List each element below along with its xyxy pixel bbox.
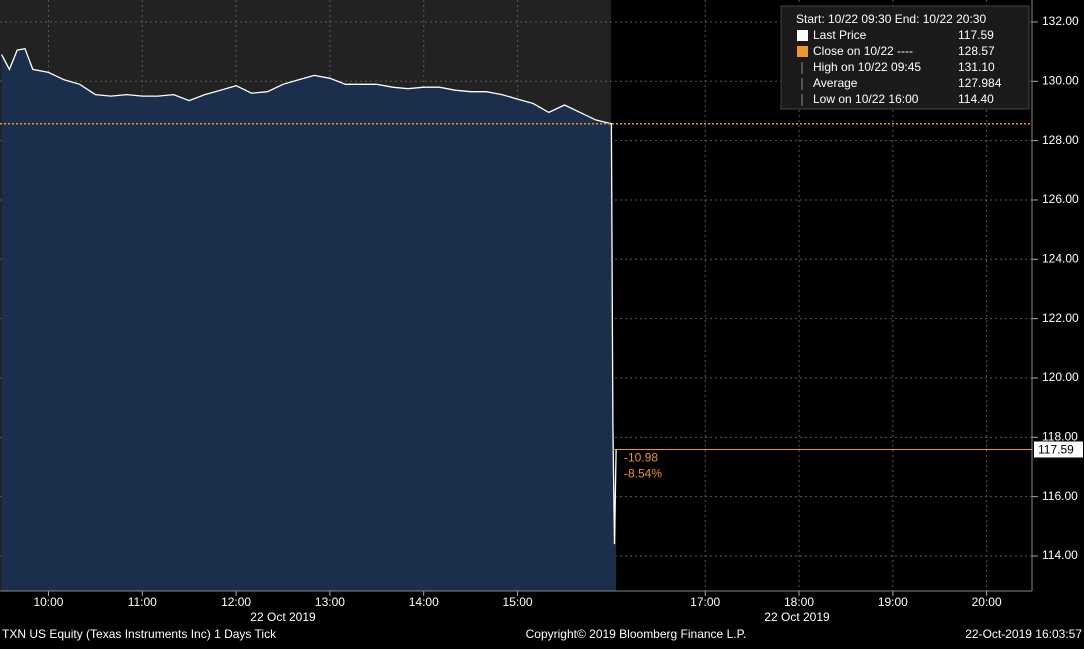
x-tick-label: 11:00 (128, 595, 157, 609)
x-date-label: 22 Oct 2019 (250, 610, 316, 624)
legend-value: 117.59 (958, 28, 994, 42)
legend-header: Start: 10/22 09:30 End: 10/22 20:30 (796, 12, 986, 26)
y-tick-label: 128.00 (1042, 133, 1079, 147)
x-tick-label: 18:00 (784, 595, 814, 609)
x-tick-label: 19:00 (878, 595, 908, 609)
footer-left: TXN US Equity (Texas Instruments Inc) 1 … (2, 627, 277, 641)
y-tick-label: 118.00 (1042, 429, 1078, 443)
price-area (1, 48, 617, 591)
footer-center: Copyright© 2019 Bloomberg Finance L.P. (526, 627, 747, 641)
last-price-box (1034, 441, 1083, 458)
x-tick-label: 20:00 (972, 595, 1002, 609)
x-tick-label: 13:00 (315, 595, 345, 609)
legend-swatch (797, 46, 808, 57)
y-tick-label: 116.00 (1042, 489, 1078, 503)
x-tick-label: 17:00 (690, 595, 720, 609)
legend-label: Low on 10/22 16:00 (813, 92, 919, 106)
legend-box (780, 5, 1030, 110)
footer-right: 22-Oct-2019 16:03:57 (965, 627, 1082, 641)
last-price-label: 117.59 (1038, 443, 1074, 457)
legend-value: 131.10 (958, 60, 995, 74)
x-tick-label: 10:00 (33, 595, 63, 609)
y-tick-label: 122.00 (1042, 311, 1079, 325)
legend-value: 114.40 (958, 92, 994, 106)
change-annotation: -10.98 (624, 451, 658, 465)
marks-layer (1, 47, 617, 591)
legend-value: 127.984 (958, 76, 1002, 90)
legend-value: 128.57 (958, 44, 995, 58)
legend-label: Last Price (813, 28, 867, 42)
legend-label: High on 10/22 09:45 (813, 60, 921, 74)
y-tick-label: 124.00 (1042, 251, 1079, 265)
x-tick-label: 12:00 (221, 595, 251, 609)
y-tick-label: 120.00 (1042, 370, 1079, 384)
x-date-label: 22 Oct 2019 (764, 610, 830, 624)
x-tick-label: 15:00 (503, 595, 533, 609)
overlay-layer: 114.00 116.00 118.00 120.00 122.00 124.00 126.… (0, 5, 1083, 624)
y-tick-label: 130.00 (1042, 73, 1079, 87)
change-pct-annotation: -8.54% (624, 467, 662, 481)
price-line (1, 47, 617, 545)
y-tick-label: 132.00 (1042, 14, 1079, 28)
y-tick-label: 126.00 (1042, 192, 1079, 206)
x-tick-label: 14:00 (409, 595, 439, 609)
legend-label: Average (813, 76, 858, 90)
y-tick-label: 114.00 (1042, 548, 1078, 562)
legend-swatch (797, 30, 808, 41)
legend-label: Close on 10/22 ---- (813, 44, 913, 58)
